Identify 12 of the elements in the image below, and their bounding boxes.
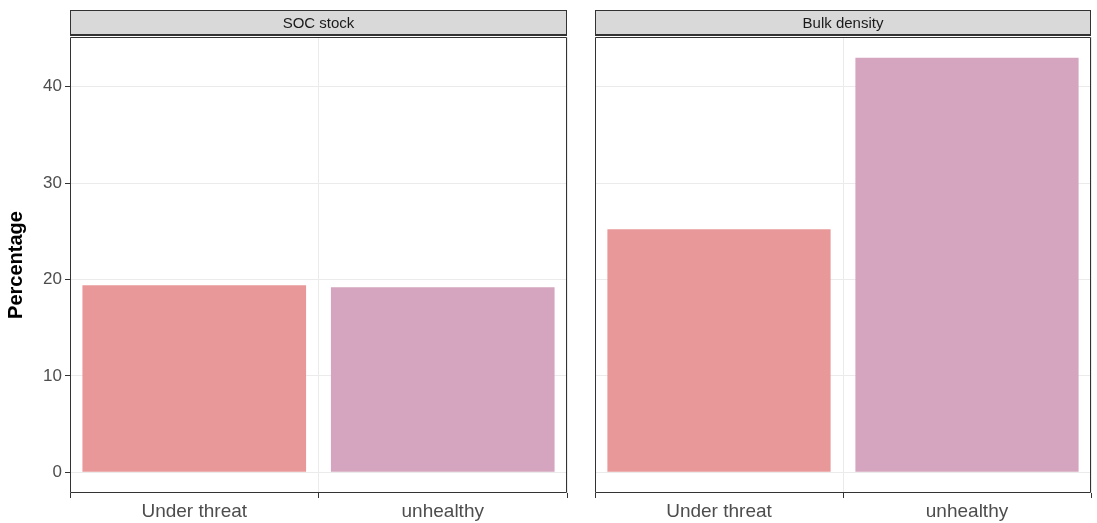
x-tick-label: Under threat bbox=[666, 499, 773, 521]
chart-title: SOC stock bbox=[70, 10, 567, 36]
x-tick-label: unhealthy bbox=[401, 499, 485, 521]
chart-title: Bulk density bbox=[595, 10, 1091, 36]
x-tick-label: Under threat bbox=[141, 499, 248, 521]
x-tick-label: unhealthy bbox=[925, 499, 1009, 521]
y-tick-label: 20 bbox=[43, 269, 62, 289]
y-axis-title: Percentage bbox=[3, 211, 26, 319]
y-tick-label: 30 bbox=[43, 172, 62, 192]
y-tick-label: 0 bbox=[52, 461, 62, 481]
y-tick-label: 40 bbox=[43, 76, 62, 96]
y-tick-label: 10 bbox=[43, 365, 62, 385]
